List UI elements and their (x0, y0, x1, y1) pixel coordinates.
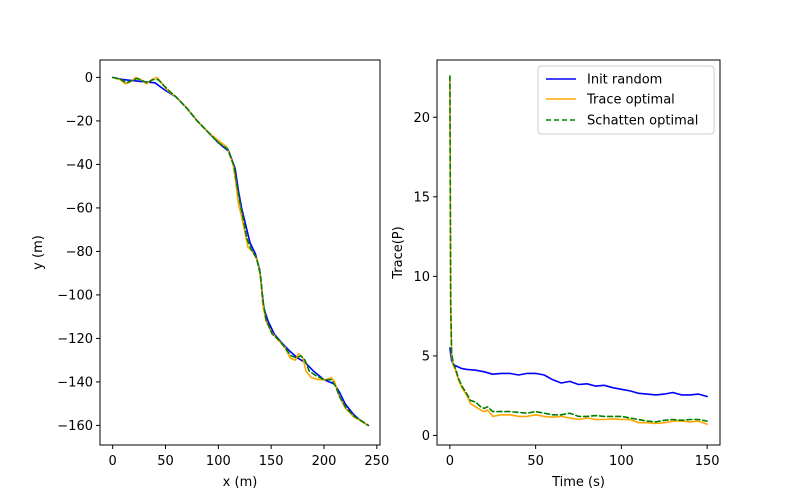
trace-y-tick-label: 10 (413, 270, 430, 285)
trace-series-line-1 (449, 76, 708, 426)
trace-y-tick-label: 5 (422, 349, 430, 364)
legend-box (537, 65, 715, 135)
trace-y-tick-label: 20 (413, 111, 430, 126)
legend-label-init-random: Init random (587, 73, 662, 88)
trajectory-y-tick-label: −120 (57, 332, 93, 347)
trajectory-x-tick-label: 250 (364, 454, 389, 469)
trajectory-plot-frame (99, 59, 381, 446)
trace-y-axis-label: Trace(P) (391, 226, 406, 279)
trace-x-tick-label: 100 (609, 454, 634, 469)
trajectory-y-tick-label: 0 (85, 71, 93, 86)
trace-x-tick-label: 0 (446, 454, 454, 469)
trajectory-y-tick-label: −20 (66, 114, 93, 129)
trace-x-tick-label: 150 (695, 454, 720, 469)
trajectory-y-tick-label: −140 (57, 375, 93, 390)
trajectory-x-tick-label: 0 (109, 454, 117, 469)
trace-legend: Init random Trace optimal Schatten optim… (537, 65, 715, 135)
trajectory-series-line-2 (111, 76, 370, 427)
trace-ticks-group: 0 50 100 150 0 5 10 15 20 (413, 111, 719, 469)
legend-label-schatten-optimal: Schatten optimal (587, 114, 698, 129)
trace-y-tick-label: 15 (413, 190, 430, 205)
trajectory-x-tick-label: 150 (259, 454, 284, 469)
trace-x-tick-label: 50 (527, 454, 544, 469)
trace-series-line-0 (449, 347, 708, 398)
trace-y-tick-label: 0 (422, 429, 430, 444)
trace-plot-frame (436, 59, 721, 446)
trajectory-y-tick-label: −80 (66, 245, 93, 260)
trajectory-x-tick-label: 100 (206, 454, 231, 469)
trajectory-y-tick-label: −40 (66, 158, 93, 173)
trajectory-chart: 0 50 100 150 200 250 0 −20 −40 −60 −80 −100 −120 −140… (31, 59, 389, 490)
trace-series-group (449, 75, 708, 426)
trajectory-y-tick-label: −60 (66, 201, 93, 216)
trajectory-ticks-group: 0 50 100 150 200 250 0 −20 −40 −60 −80 −100 −120 −140… (57, 71, 389, 469)
trajectory-x-tick-label: 200 (312, 454, 337, 469)
trajectory-y-axis-label: y (m) (31, 235, 46, 270)
trajectory-x-tick-label: 50 (157, 454, 174, 469)
trajectory-y-tick-label: −160 (57, 419, 93, 434)
trace-series-line-2 (449, 75, 708, 423)
trajectory-y-tick-label: −100 (57, 288, 93, 303)
trajectory-series-group (111, 76, 370, 427)
trajectory-x-axis-label: x (m) (223, 475, 258, 490)
trace-x-axis-label: Time (s) (551, 475, 605, 490)
trace-chart: 0 50 100 150 0 5 10 15 20 Time (s) Trace(P) Init… (391, 59, 721, 490)
legend-label-trace-optimal: Trace optimal (586, 93, 675, 108)
